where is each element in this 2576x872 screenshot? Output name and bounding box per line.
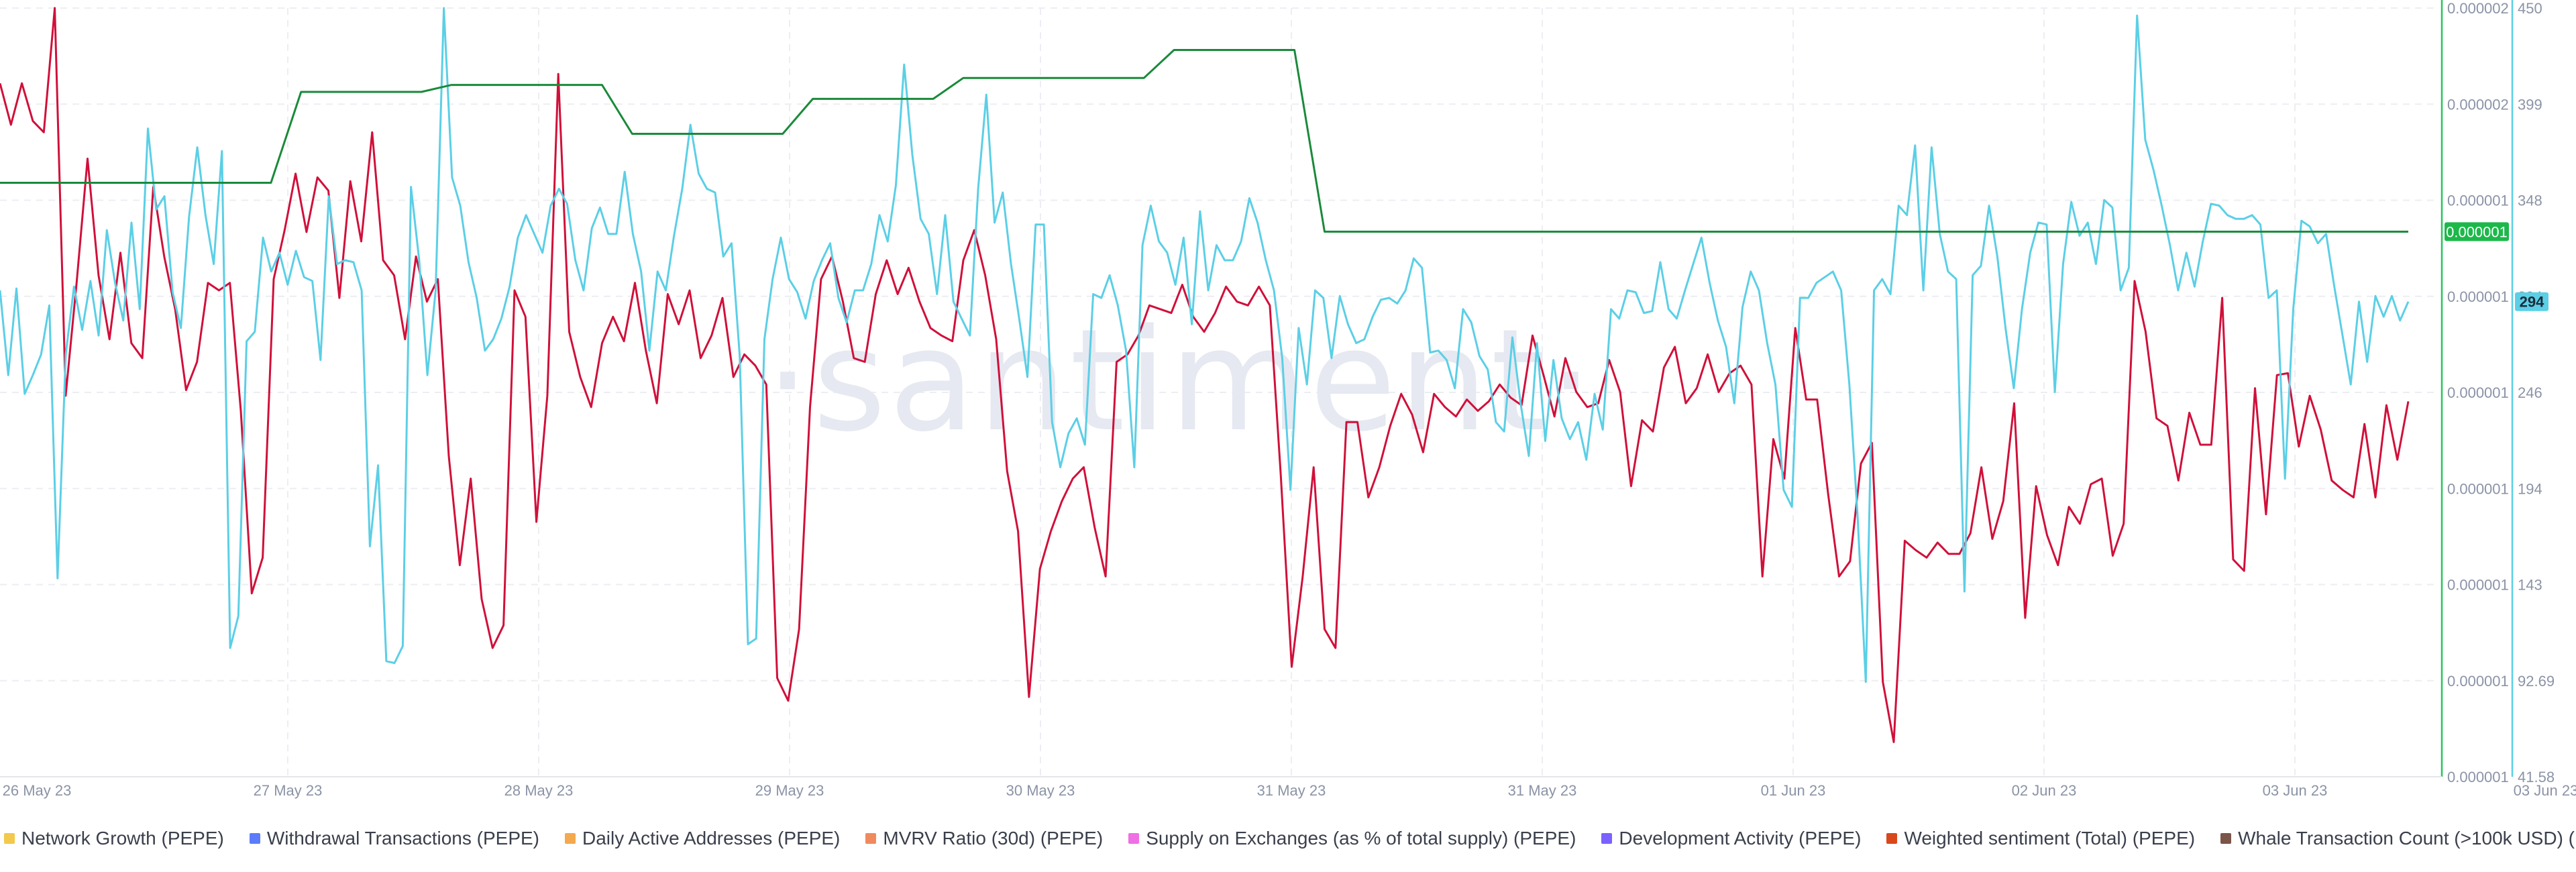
y-right-tick-label: 194 [2518, 480, 2542, 497]
y-left-tick-label: 0.000001 [2447, 769, 2509, 785]
series-line[interactable] [0, 7, 2410, 683]
x-tick-label: 02 Jun 23 [2012, 782, 2077, 799]
x-tick-label: 01 Jun 23 [1761, 782, 1826, 799]
current-value-badge-right-text: 294 [2520, 294, 2544, 311]
x-tick-label: 26 May 23 [3, 782, 72, 799]
legend-label: Weighted sentiment (Total) (PEPE) [1904, 828, 2196, 849]
current-value-badge-left-text: 0.000001 [2446, 223, 2508, 240]
y-left-tick-label: 0.000002 [2447, 96, 2509, 113]
y-right-tick-label: 246 [2518, 384, 2542, 401]
x-tick-label: 31 May 23 [1257, 782, 1326, 799]
legend-label: Development Activity (PEPE) [1619, 828, 1862, 849]
legend-swatch [2220, 833, 2232, 844]
legend-item[interactable]: MVRV Ratio (30d) (PEPE) [865, 828, 1103, 849]
x-tick-label: 03 Jun 23 [2514, 782, 2576, 799]
legend-item[interactable]: Weighted sentiment (Total) (PEPE) [1886, 828, 2195, 849]
axes: 0.000002 450 0.000002 399 0.000001 348 0.00000… [0, 0, 2576, 799]
y-left-tick-label: 0.000002 [2447, 0, 2509, 17]
current-value-badge-right [2515, 292, 2548, 311]
legend-item[interactable]: Whale Transaction Count (>100k USD) (PEP… [2220, 828, 2576, 849]
series-line[interactable] [0, 49, 2408, 233]
legend-swatch [865, 833, 877, 844]
x-tick-label: 31 May 23 [1508, 782, 1577, 799]
legend-item[interactable]: Supply on Exchanges (as % of total suppl… [1128, 828, 1576, 849]
x-tick-label: 03 Jun 23 [2263, 782, 2328, 799]
legend-item[interactable]: Daily Active Addresses (PEPE) [565, 828, 840, 849]
legend-label: Withdrawal Transactions (PEPE) [266, 828, 539, 849]
legend-label: MVRV Ratio (30d) (PEPE) [883, 828, 1104, 849]
legend-swatch [4, 833, 15, 844]
legend-label: Network Growth (PEPE) [21, 828, 224, 849]
legend-item[interactable]: Development Activity (PEPE) [1601, 828, 1861, 849]
y-right-tick-label: 399 [2518, 96, 2542, 113]
current-value-badge-left [2445, 222, 2509, 241]
legend-item[interactable]: Withdrawal Transactions (PEPE) [249, 828, 539, 849]
legend-swatch [1128, 833, 1140, 844]
series-lines [0, 7, 2410, 743]
y-left-tick-label: 0.000001 [2447, 193, 2509, 209]
legend: Network Growth (PEPE) Withdrawal Transact… [4, 822, 2576, 855]
y-right-tick-label: 41.58 [2518, 769, 2555, 785]
legend-swatch [1886, 833, 1898, 844]
legend-label: Supply on Exchanges (as % of total suppl… [1146, 828, 1576, 849]
legend-swatch [565, 833, 576, 844]
y-left-tick-label: 0.000001 [2447, 577, 2509, 594]
y-right-tick-label: 450 [2518, 0, 2542, 17]
y-right-tick-label: 348 [2518, 193, 2542, 209]
x-tick-label: 29 May 23 [755, 782, 824, 799]
y-right-tick-label: 92.69 [2518, 673, 2555, 690]
legend-label: Daily Active Addresses (PEPE) [582, 828, 841, 849]
x-tick-label: 30 May 23 [1006, 782, 1075, 799]
x-tick-label: 28 May 23 [504, 782, 574, 799]
y-left-tick-label: 0.000001 [2447, 480, 2509, 497]
series-line[interactable] [0, 7, 2410, 743]
legend-swatch [249, 833, 260, 844]
legend-item[interactable]: Network Growth (PEPE) [4, 828, 224, 849]
y-left-tick-label: 0.000001 [2447, 673, 2509, 690]
legend-swatch [1601, 833, 1613, 844]
x-tick-label: 27 May 23 [254, 782, 323, 799]
y-left-tick-label: 0.000001 [2447, 384, 2509, 401]
legend-label: Whale Transaction Count (>100k USD) (PEP… [2238, 828, 2576, 849]
y-right-tick-label: 143 [2518, 577, 2542, 594]
y-left-tick-label: 0.000001 [2447, 288, 2509, 305]
